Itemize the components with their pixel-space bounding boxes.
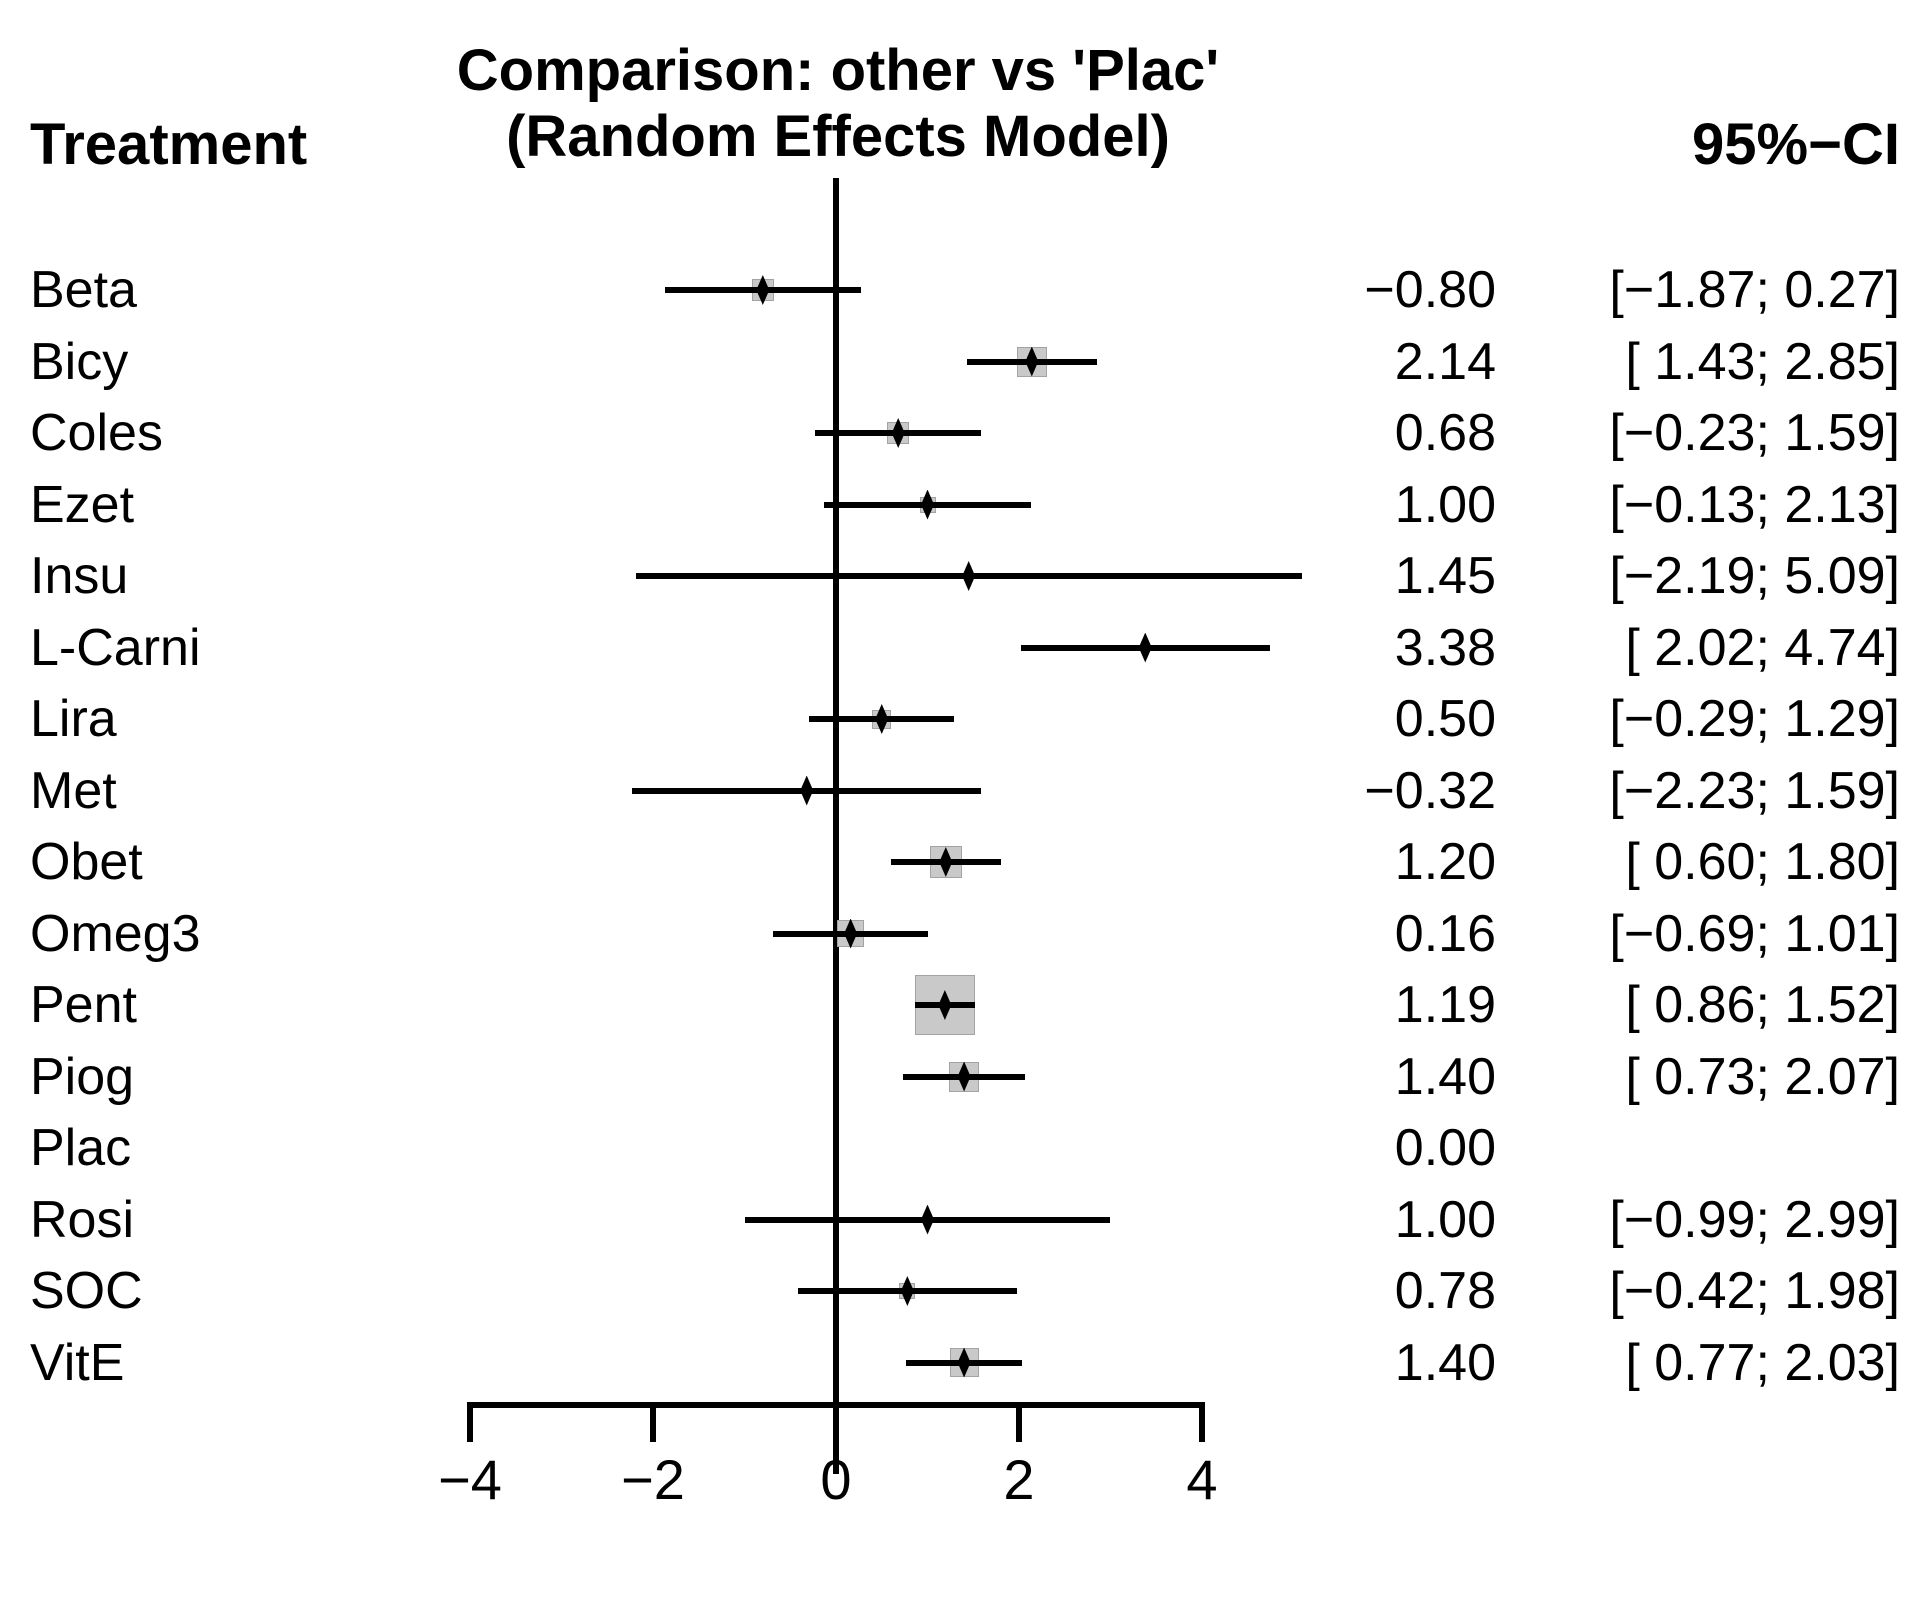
x-axis-tick bbox=[1016, 1402, 1022, 1442]
point-estimate-marker bbox=[1138, 632, 1152, 663]
estimate-value: 0.00 bbox=[1394, 1119, 1496, 1177]
point-estimate-marker bbox=[800, 775, 814, 806]
treatment-label: Plac bbox=[30, 1119, 132, 1177]
estimate-value: 1.19 bbox=[1394, 976, 1496, 1034]
confidence-interval-value: [ 0.60; 1.80] bbox=[1625, 833, 1900, 891]
confidence-interval-value: [ 0.77; 2.03] bbox=[1625, 1333, 1900, 1392]
x-axis-tick bbox=[467, 1402, 473, 1442]
point-estimate-marker bbox=[891, 418, 905, 448]
point-estimate-marker bbox=[844, 918, 858, 949]
point-estimate-marker bbox=[756, 275, 770, 305]
estimate-value: 1.00 bbox=[1394, 1190, 1496, 1249]
estimate-value: 0.78 bbox=[1394, 1262, 1496, 1320]
point-estimate-marker bbox=[875, 704, 889, 734]
confidence-interval-value: [−1.87; 0.27] bbox=[1609, 261, 1900, 319]
treatment-label: L-Carni bbox=[30, 618, 201, 677]
x-axis-tick-label: 2 bbox=[1003, 1448, 1035, 1511]
estimate-value: 1.20 bbox=[1394, 833, 1496, 891]
treatment-label: Bicy bbox=[30, 332, 129, 391]
estimate-value: 1.40 bbox=[1394, 1047, 1496, 1106]
x-axis-tick-label: −4 bbox=[438, 1448, 502, 1511]
treatment-label: Coles bbox=[30, 404, 163, 462]
point-estimate-marker bbox=[921, 1204, 934, 1235]
confidence-interval-value: [ 0.73; 2.07] bbox=[1625, 1047, 1900, 1106]
confidence-interval-value: [−0.42; 1.98] bbox=[1609, 1262, 1900, 1320]
confidence-interval-value: [ 0.86; 1.52] bbox=[1625, 976, 1900, 1034]
chart-title: Comparison: other vs 'Plac' (Random Effe… bbox=[286, 38, 1390, 170]
confidence-interval-value: [−0.29; 1.29] bbox=[1609, 690, 1900, 748]
confidence-interval-value: [−0.23; 1.59] bbox=[1609, 404, 1900, 462]
estimate-value: −0.80 bbox=[1364, 261, 1496, 319]
treatment-label: Beta bbox=[30, 261, 137, 319]
treatment-label: Omeg3 bbox=[30, 904, 201, 963]
chart-title-line2: (Random Effects Model) bbox=[506, 104, 1170, 169]
treatment-label: Pent bbox=[30, 976, 137, 1034]
point-estimate-marker bbox=[957, 1061, 971, 1092]
estimate-value: 1.40 bbox=[1394, 1333, 1496, 1392]
point-estimate-marker bbox=[938, 990, 952, 1020]
treatment-label: SOC bbox=[30, 1262, 143, 1320]
reference-zero-line bbox=[833, 178, 839, 1474]
treatment-label: Met bbox=[30, 761, 117, 820]
treatment-label: Insu bbox=[30, 547, 129, 605]
point-estimate-marker bbox=[900, 1276, 914, 1306]
point-estimate-marker bbox=[921, 489, 934, 520]
x-axis-tick-label: 0 bbox=[820, 1448, 852, 1511]
treatment-label: Rosi bbox=[30, 1190, 135, 1249]
confidence-interval-value: [ 2.02; 4.74] bbox=[1625, 618, 1900, 677]
treatment-label: Lira bbox=[30, 690, 117, 748]
point-estimate-marker bbox=[1025, 346, 1039, 377]
x-axis-tick bbox=[833, 1402, 839, 1442]
point-estimate-marker bbox=[939, 847, 953, 877]
x-axis-tick-label: 4 bbox=[1186, 1448, 1218, 1511]
estimate-value: 1.45 bbox=[1394, 547, 1496, 605]
treatment-label: Piog bbox=[30, 1047, 135, 1106]
x-axis-tick bbox=[650, 1402, 656, 1442]
estimate-value: 0.50 bbox=[1394, 690, 1496, 748]
x-axis-tick bbox=[1199, 1402, 1205, 1442]
confidence-interval-value: [−0.69; 1.01] bbox=[1609, 904, 1900, 963]
confidence-interval-value: [−0.13; 2.13] bbox=[1609, 475, 1900, 534]
estimate-value: 3.38 bbox=[1394, 618, 1496, 677]
x-axis-tick-label: −2 bbox=[621, 1448, 685, 1511]
estimate-value: 2.14 bbox=[1394, 332, 1496, 391]
point-estimate-marker bbox=[957, 1347, 971, 1378]
treatment-label: VitE bbox=[30, 1333, 125, 1392]
confidence-interval-value: [−0.99; 2.99] bbox=[1609, 1190, 1900, 1249]
point-estimate-marker bbox=[962, 561, 976, 591]
chart-title-line1: Comparison: other vs 'Plac' bbox=[456, 38, 1220, 103]
estimate-value: 0.68 bbox=[1394, 404, 1496, 462]
treatment-label: Ezet bbox=[30, 475, 135, 534]
estimate-value: −0.32 bbox=[1364, 761, 1496, 820]
estimate-value: 0.16 bbox=[1394, 904, 1496, 963]
confidence-interval-value: [−2.23; 1.59] bbox=[1609, 761, 1900, 820]
confidence-interval-value: [−2.19; 5.09] bbox=[1609, 547, 1900, 605]
estimate-value: 1.00 bbox=[1394, 475, 1496, 534]
treatment-label: Obet bbox=[30, 833, 143, 891]
treatment-column-header: Treatment bbox=[30, 112, 308, 177]
ci-column-header: 95%−CI bbox=[1692, 112, 1900, 177]
confidence-interval-value: [ 1.43; 2.85] bbox=[1625, 332, 1900, 391]
